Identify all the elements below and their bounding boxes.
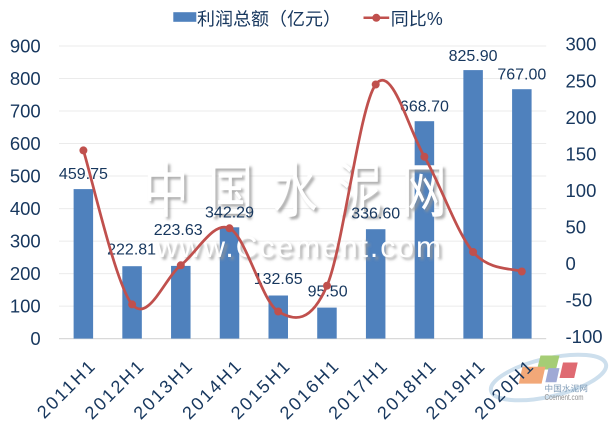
svg-text:Ccement.com: Ccement.com [545,392,584,402]
svg-text:95.50: 95.50 [308,283,348,300]
svg-text:700: 700 [10,101,41,122]
svg-text:500: 500 [10,166,41,187]
svg-text:-100: -100 [566,326,603,347]
svg-text:%: % [427,9,443,29]
svg-text:200: 200 [566,107,597,128]
svg-text:www.Ccement.com: www.Ccement.com [155,231,441,264]
svg-text:767.00: 767.00 [497,67,546,84]
svg-text:0: 0 [566,253,576,274]
svg-text:150: 150 [566,143,597,164]
svg-text:-50: -50 [566,290,593,311]
svg-text:222.81: 222.81 [107,242,156,259]
svg-text:336.60: 336.60 [351,206,400,223]
svg-text:300: 300 [10,231,41,252]
svg-text:100: 100 [566,180,597,201]
svg-text:342.29: 342.29 [205,205,254,222]
svg-text:0: 0 [30,328,40,349]
svg-text:300: 300 [566,34,597,55]
svg-text:250: 250 [566,70,597,91]
svg-text:100: 100 [10,296,41,317]
svg-text:200: 200 [10,263,41,284]
svg-text:825.90: 825.90 [449,48,498,65]
svg-text:668.70: 668.70 [400,99,449,116]
svg-text:900: 900 [10,36,41,57]
svg-text:132.65: 132.65 [254,271,303,288]
svg-text:600: 600 [10,133,41,154]
svg-text:50: 50 [566,217,587,238]
svg-text:400: 400 [10,198,41,219]
svg-text:223.63: 223.63 [154,222,203,239]
svg-text:800: 800 [10,68,41,89]
svg-text:459.75: 459.75 [59,166,108,183]
